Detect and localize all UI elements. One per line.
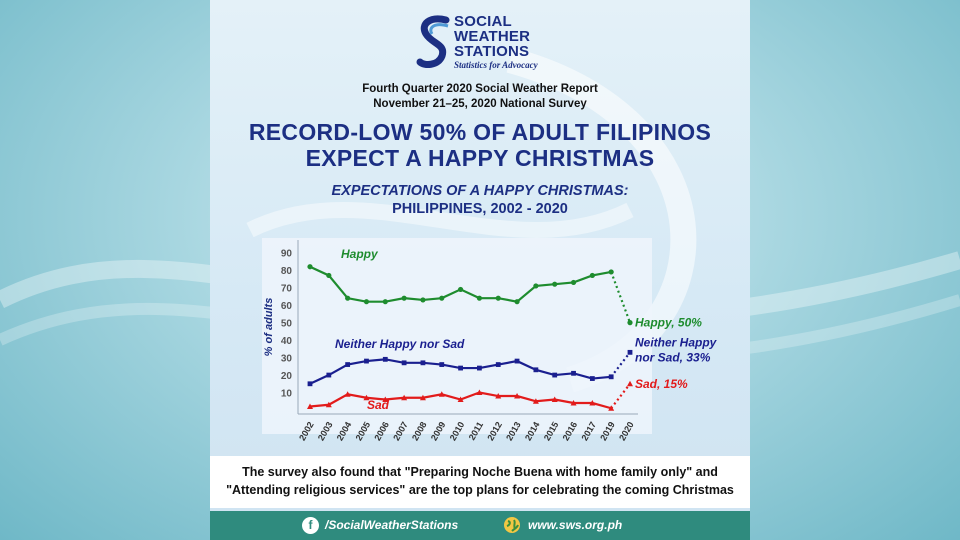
data-point bbox=[608, 405, 615, 411]
data-point bbox=[420, 297, 426, 303]
data-point bbox=[552, 281, 558, 287]
series-dotted-segment-0 bbox=[610, 271, 632, 324]
y-tick-label: 30 bbox=[281, 354, 293, 365]
globe-icon[interactable] bbox=[503, 516, 521, 534]
logo-line-2: WEATHER bbox=[454, 28, 531, 45]
data-point bbox=[627, 380, 633, 387]
data-point bbox=[552, 372, 558, 378]
data-point bbox=[495, 393, 502, 399]
data-point bbox=[495, 295, 501, 301]
data-point bbox=[326, 272, 332, 279]
logo-wordmark: SOCIAL WEATHER STATIONS bbox=[454, 14, 530, 59]
data-point bbox=[363, 394, 370, 401]
footer-bar: f /SocialWeatherStations www.sws.org.ph bbox=[210, 511, 750, 540]
data-point bbox=[307, 403, 313, 410]
data-point bbox=[439, 362, 445, 367]
data-point bbox=[608, 374, 614, 380]
data-point bbox=[627, 320, 633, 326]
data-point bbox=[476, 295, 483, 301]
data-point bbox=[364, 358, 369, 364]
chart-subtitle: PHILIPPINES, 2002 - 2020 bbox=[392, 201, 568, 217]
sws-s-logo-icon bbox=[416, 15, 450, 68]
data-point bbox=[533, 367, 539, 373]
data-point bbox=[307, 381, 313, 387]
data-point bbox=[401, 360, 407, 366]
series-dotted-segment-2 bbox=[610, 383, 631, 409]
data-point bbox=[608, 269, 614, 275]
sws-logo: SOCIAL WEATHER STATIONS Statistics for A… bbox=[416, 14, 556, 74]
website-link[interactable]: www.sws.org.ph bbox=[528, 518, 623, 532]
data-point bbox=[457, 286, 464, 293]
data-point bbox=[382, 356, 388, 362]
data-point bbox=[439, 295, 445, 301]
data-point bbox=[363, 299, 370, 305]
data-point bbox=[514, 358, 520, 364]
data-point bbox=[589, 376, 595, 381]
data-point bbox=[382, 396, 389, 403]
data-point bbox=[382, 299, 388, 305]
data-point bbox=[457, 396, 464, 403]
series-dotted-segment-1 bbox=[610, 351, 631, 378]
y-tick-label: 60 bbox=[281, 301, 293, 312]
data-point bbox=[514, 393, 521, 399]
y-tick-label: 40 bbox=[281, 336, 293, 347]
data-point bbox=[589, 400, 596, 406]
series-label-happy: Happy bbox=[341, 247, 379, 261]
facebook-icon[interactable]: f bbox=[302, 517, 319, 534]
survey-dates: November 21–25, 2020 National Survey bbox=[373, 98, 587, 110]
data-point bbox=[627, 349, 633, 355]
data-point bbox=[458, 365, 463, 371]
data-point bbox=[477, 365, 482, 371]
y-tick-label: 70 bbox=[281, 284, 293, 295]
data-point bbox=[551, 396, 558, 403]
data-point bbox=[419, 394, 426, 401]
end-label-neither-line-1: Neither Happy bbox=[635, 335, 718, 349]
data-point bbox=[571, 370, 576, 376]
infographic-card: SOCIAL WEATHER STATIONS Statistics for A… bbox=[210, 0, 750, 540]
end-label-sad: Sad, 15% bbox=[635, 377, 688, 391]
data-point bbox=[344, 391, 351, 397]
end-label-happy: Happy, 50% bbox=[635, 316, 702, 330]
survey-note-box: The survey also found that "Preparing No… bbox=[210, 456, 750, 508]
logo-line-1: SOCIAL bbox=[454, 13, 512, 30]
data-point bbox=[589, 272, 595, 279]
data-point bbox=[420, 360, 426, 366]
headline-line-1: RECORD-LOW 50% OF ADULT FILIPINOS bbox=[248, 119, 712, 145]
data-point bbox=[307, 264, 313, 270]
data-point bbox=[401, 295, 407, 301]
y-tick-label: 10 bbox=[281, 389, 293, 400]
data-point bbox=[401, 394, 408, 401]
y-tick-label: 90 bbox=[281, 249, 293, 260]
logo-line-3: STATIONS bbox=[454, 43, 530, 60]
series-label-sad: Sad bbox=[367, 398, 390, 412]
facebook-link[interactable]: /SocialWeatherStations bbox=[325, 518, 459, 532]
data-point bbox=[514, 299, 520, 305]
survey-note-line-2: "Attending religious services" are the t… bbox=[226, 483, 734, 497]
survey-note-line-1: The survey also found that "Preparing No… bbox=[242, 465, 718, 479]
data-point bbox=[438, 391, 445, 397]
data-point bbox=[326, 372, 332, 378]
data-point bbox=[532, 398, 539, 404]
data-point bbox=[570, 400, 577, 406]
data-point bbox=[495, 362, 501, 367]
y-tick-label: 20 bbox=[281, 371, 293, 382]
data-point bbox=[345, 362, 351, 367]
series-label-neither: Neither Happy nor Sad bbox=[335, 337, 465, 351]
data-point bbox=[476, 389, 483, 396]
plot-area bbox=[262, 238, 652, 434]
data-point bbox=[570, 279, 577, 286]
data-point bbox=[345, 295, 351, 301]
y-tick-label: 80 bbox=[281, 266, 293, 277]
report-title: Fourth Quarter 2020 Social Weather Repor… bbox=[362, 83, 598, 95]
chart-title: EXPECTATIONS OF A HAPPY CHRISTMAS: bbox=[331, 183, 629, 199]
headline-line-2: EXPECT A HAPPY CHRISTMAS bbox=[305, 145, 655, 171]
data-point bbox=[533, 283, 539, 289]
y-axis-label: % of adults bbox=[263, 298, 275, 357]
logo-tagline: Statistics for Advocacy bbox=[454, 60, 538, 70]
y-tick-label: 50 bbox=[281, 319, 293, 330]
end-label-neither-line-2: nor Sad, 33% bbox=[635, 350, 711, 364]
data-point bbox=[325, 401, 332, 408]
